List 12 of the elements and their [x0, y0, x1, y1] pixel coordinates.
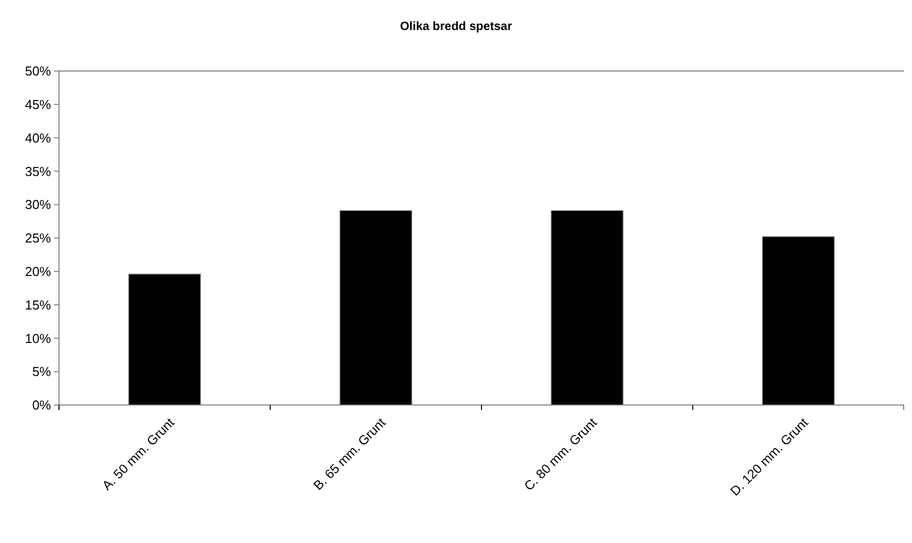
y-tick-label: 30%	[24, 197, 52, 212]
y-tick-label: 5%	[32, 364, 52, 380]
y-tick-label: 35%	[24, 164, 52, 179]
y-tick-label: 10%	[24, 330, 52, 346]
y-tick-label: 25%	[24, 230, 52, 246]
y-tick-label: 20%	[24, 264, 52, 279]
y-tick-label: 45%	[24, 96, 52, 112]
chart-title: Olika bredd spetsar	[400, 19, 512, 33]
y-tick-label: 50%	[24, 64, 52, 79]
y-tick-label: 0%	[32, 398, 52, 413]
y-tick-label: 40%	[24, 130, 52, 146]
y-tick-label: 15%	[24, 297, 52, 312]
